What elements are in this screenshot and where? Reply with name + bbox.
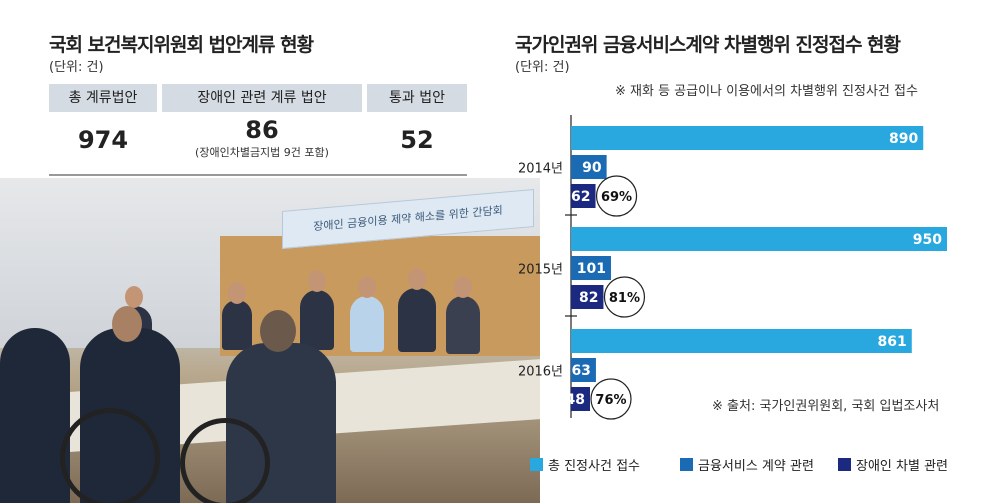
bar: [571, 387, 590, 411]
left-title: 국회 보건복지위원회 법안계류 현황: [49, 34, 314, 56]
bar: [571, 227, 947, 251]
value-total: 974: [77, 126, 129, 154]
photo-head: [408, 268, 426, 290]
value-passed: 52: [400, 126, 434, 154]
bar: [571, 329, 912, 353]
legend-swatch: [530, 458, 543, 471]
category-label: 2014년: [518, 162, 563, 177]
bar: [571, 155, 607, 179]
bar: [571, 256, 611, 280]
photo-person: [300, 290, 334, 350]
bar: [571, 126, 924, 150]
percent-badge: [603, 276, 646, 318]
data-label: 62: [571, 189, 590, 205]
photo-person: [398, 288, 436, 352]
photo-head: [125, 286, 143, 308]
bill-table-header: 총 계류법안 장애인 관련 계류 법안 통과 법안: [49, 84, 467, 112]
header-disability: 장애인 관련 계류 법안: [162, 84, 362, 112]
percent-label: 81%: [609, 291, 640, 306]
legend-item-finance: 금융서비스 계약 관련: [680, 455, 814, 474]
wheelchair-wheel: [180, 418, 270, 503]
photo-head: [260, 310, 296, 352]
legend-item-total: 총 진정사건 접수: [530, 455, 640, 474]
legend-swatch: [838, 458, 851, 471]
legend-swatch: [680, 458, 693, 471]
header-passed: 통과 법안: [367, 84, 467, 112]
photo-person: [446, 296, 480, 354]
photo-head: [454, 276, 472, 298]
data-label: 82: [579, 290, 598, 306]
percent-label: 69%: [601, 190, 632, 205]
data-label: 950: [913, 232, 942, 248]
percent-badge: [590, 378, 632, 420]
category-label: 2016년: [518, 365, 563, 380]
bar: [571, 285, 604, 309]
meeting-photo: 장애인 금융이용 제약 해소를 위한 간담회: [0, 178, 540, 503]
photo-head: [358, 276, 376, 298]
percent-badge: [595, 175, 638, 217]
photo-head: [308, 270, 326, 292]
category-label: 2015년: [518, 263, 563, 278]
header-total: 총 계류법안: [49, 84, 157, 112]
legend-item-disability: 장애인 차별 관련: [838, 455, 948, 474]
wheelchair-wheel: [60, 408, 160, 503]
photo-person: [350, 296, 384, 352]
photo-front-person: [0, 328, 70, 503]
chart-note: ※ 재화 등 공급이나 이용에서의 차별행위 진정사건 접수: [615, 84, 918, 99]
bar: [571, 184, 596, 208]
data-label: 48: [566, 392, 585, 408]
chart-source: ※ 출처: 국가인권위원회, 국회 입법조사처: [712, 399, 940, 414]
data-label: 101: [577, 261, 606, 277]
photo-person: [222, 300, 252, 350]
photo-head: [228, 282, 246, 304]
bill-table: 총 계류법안 장애인 관련 계류 법안 통과 법안 974 86 (장애인차별금…: [49, 84, 467, 176]
bar: [571, 358, 596, 382]
left-unit: (단위: 건): [49, 60, 104, 75]
right-unit: (단위: 건): [515, 60, 570, 75]
value-disability-note: (장애인차별금지법 9건 포함): [195, 146, 329, 159]
data-label: 861: [878, 334, 907, 350]
right-title: 국가인권위 금융서비스계약 차별행위 진정접수 현황: [515, 34, 901, 56]
data-label: 63: [571, 363, 590, 379]
bill-table-row: 974 86 (장애인차별금지법 9건 포함) 52: [49, 112, 467, 176]
percent-label: 76%: [595, 393, 626, 408]
data-label: 90: [582, 160, 602, 176]
photo-head: [112, 306, 142, 342]
value-disability: 86 (장애인차별금지법 9건 포함): [162, 112, 362, 174]
data-label: 890: [889, 131, 918, 147]
